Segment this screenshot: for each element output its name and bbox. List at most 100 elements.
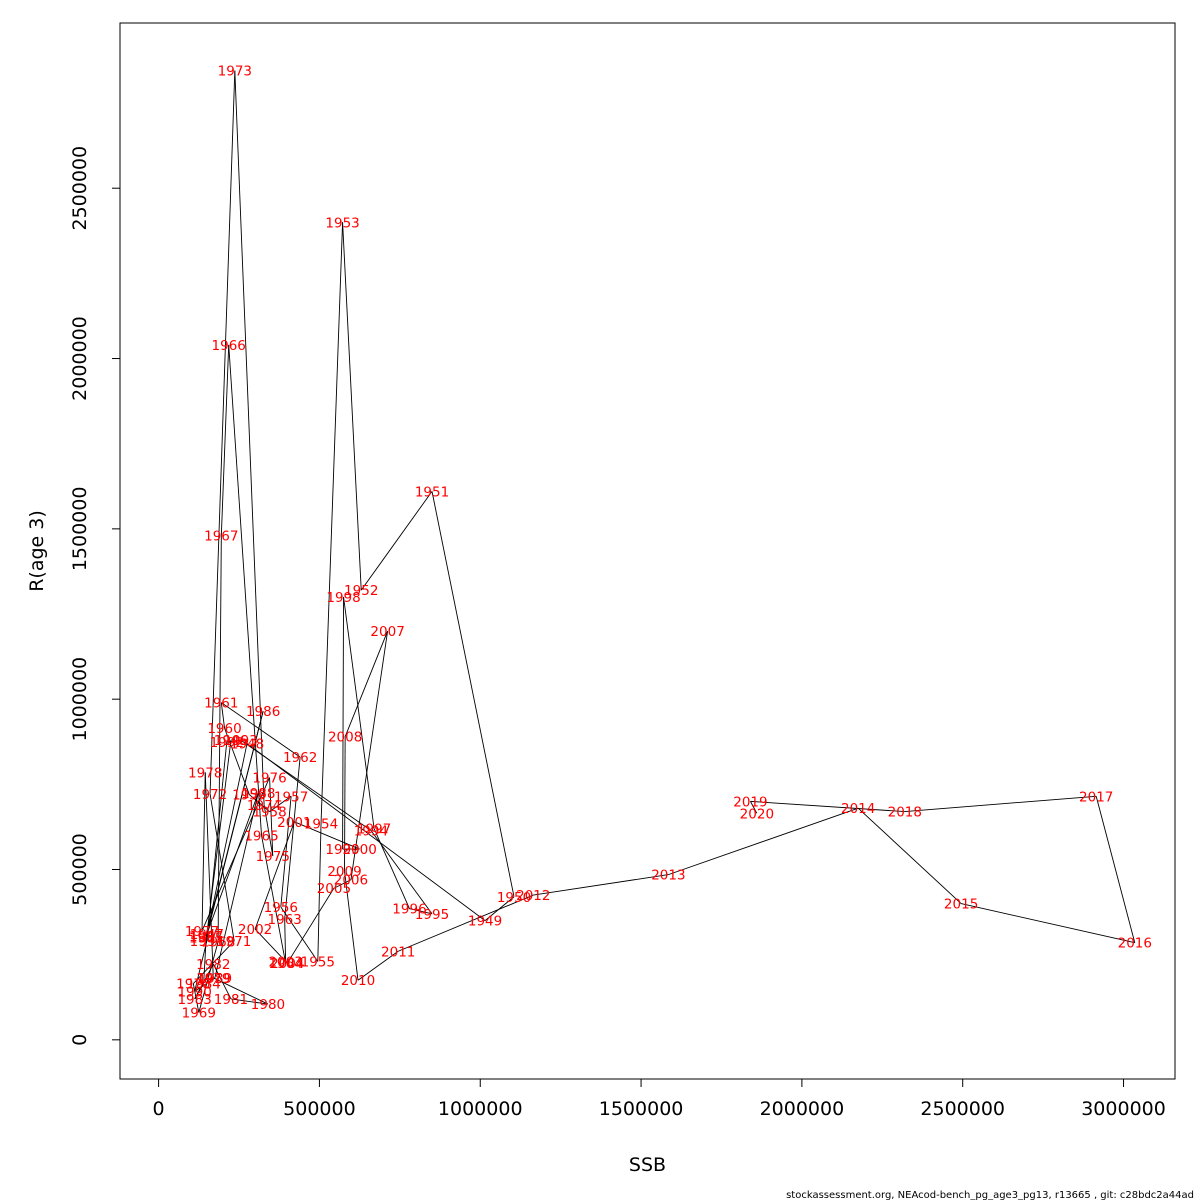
year-label: 1950	[497, 890, 531, 906]
trajectory-segment	[240, 739, 372, 831]
year-label: 2018	[888, 805, 922, 821]
year-label: 2019	[733, 794, 767, 810]
trajectory-segment	[342, 596, 344, 850]
year-label: 1993	[223, 733, 257, 749]
year-label: 1951	[415, 484, 449, 500]
year-label: 2011	[381, 944, 415, 960]
year-label: 1981	[214, 992, 248, 1008]
year-label: 2007	[370, 624, 404, 640]
year-label: 1978	[188, 765, 222, 781]
trajectory-segment	[373, 828, 410, 909]
trajectory-segment	[668, 807, 859, 876]
trajectory-segment	[317, 823, 322, 962]
trajectory-segment	[192, 983, 200, 1013]
trajectory-segment	[206, 743, 248, 935]
trajectory-segment	[284, 757, 301, 919]
year-label: 1963	[268, 912, 302, 928]
x-tick-label: 1500000	[599, 1098, 684, 1120]
year-label: 1971	[217, 934, 251, 950]
trajectory-segment	[409, 908, 433, 915]
year-label: 1966	[212, 338, 246, 354]
trajectory-segment	[398, 894, 534, 952]
year-label: 1983	[177, 992, 211, 1008]
year-label: 1985	[189, 931, 223, 947]
trajectory-segment	[360, 491, 433, 591]
year-label: 1973	[218, 64, 252, 80]
year-label: 1991	[190, 934, 224, 950]
trajectory-segment	[194, 977, 216, 992]
trajectory-segment	[1095, 796, 1136, 943]
trajectory-segment	[214, 792, 259, 978]
trajectory-segment	[344, 736, 346, 872]
y-axis: 0 500000 1000000 1500000 2000000 2500000	[69, 146, 121, 1046]
year-label: 1954	[304, 817, 338, 833]
trajectory-segment	[209, 793, 235, 942]
trajectory-segment	[263, 804, 274, 856]
trajectory-segment	[261, 835, 287, 964]
trajectory-segment	[750, 800, 905, 813]
y-tick-label: 1000000	[69, 657, 91, 742]
year-label: 1970	[176, 977, 210, 993]
year-label: 1958	[252, 805, 286, 821]
trajectory-segment	[234, 70, 265, 805]
trajectory-segment	[344, 630, 389, 737]
year-label: 1982	[196, 957, 230, 973]
trajectory-segment	[750, 801, 758, 814]
footer-credit: stockassessment.org, NEAcod-bench_pg_age…	[786, 1190, 1194, 1200]
year-label: 1987	[189, 929, 223, 945]
year-label: 1955	[301, 954, 335, 970]
year-label: 1946	[214, 733, 248, 749]
trajectory-segment	[350, 630, 389, 880]
year-label: 2010	[341, 973, 375, 989]
year-label: 1975	[256, 849, 290, 865]
trajectory-segment	[342, 222, 362, 591]
year-label: 1964	[268, 956, 302, 972]
trajectory-segment	[320, 222, 344, 824]
year-label: 1960	[207, 721, 241, 737]
year-label: 1986	[246, 704, 280, 720]
year-label: 1979	[196, 971, 230, 987]
x-axis: 0 500000 1000000 1500000 2000000 2500000 30000…	[153, 1078, 1166, 1120]
year-label: 2012	[516, 888, 550, 904]
year-label: 1952	[344, 583, 378, 599]
trajectory-segment	[212, 963, 232, 1000]
y-tick-label: 2000000	[69, 316, 91, 401]
year-label: 1995	[415, 907, 449, 923]
year-label: 2004	[270, 956, 304, 972]
trajectory-segment	[333, 879, 352, 889]
trajectory-segment	[230, 998, 269, 1005]
year-label: 1992	[210, 735, 244, 751]
trajectory-segment	[357, 950, 399, 981]
trajectory-segment	[254, 928, 286, 962]
year-label: 2005	[317, 881, 351, 897]
y-tick-label: 500000	[69, 833, 91, 906]
year-label: 1972	[193, 787, 227, 803]
year-label: 1988	[241, 786, 275, 802]
year-label: 1980	[251, 997, 285, 1013]
year-label: 2000	[342, 842, 376, 858]
year-label: 1949	[468, 914, 502, 930]
year-label: 2020	[740, 806, 774, 822]
trajectory-segment	[286, 888, 335, 964]
year-label: 2009	[327, 864, 361, 880]
trajectory-segment	[294, 821, 360, 850]
trajectory-segment	[961, 903, 1135, 944]
y-tick-label: 2500000	[69, 146, 91, 231]
trajectory-segment	[193, 940, 235, 984]
trajectory-segment	[280, 796, 292, 908]
trajectory-segment	[220, 344, 230, 536]
trajectory-segment	[209, 70, 236, 794]
trajectory-segment	[269, 795, 292, 812]
year-label: 1994	[354, 823, 388, 839]
year-label: 1996	[392, 902, 426, 918]
year-label: 1948	[230, 736, 264, 752]
year-label: 1977	[185, 924, 219, 940]
year-label: 1965	[244, 828, 278, 844]
year-label: 2003	[268, 954, 302, 970]
trajectory-segment	[201, 772, 206, 931]
year-label: 1956	[264, 900, 298, 916]
y-tick-label: 0	[69, 1034, 91, 1046]
x-tick-label: 2500000	[920, 1098, 1005, 1120]
x-tick-label: 2000000	[760, 1098, 845, 1120]
